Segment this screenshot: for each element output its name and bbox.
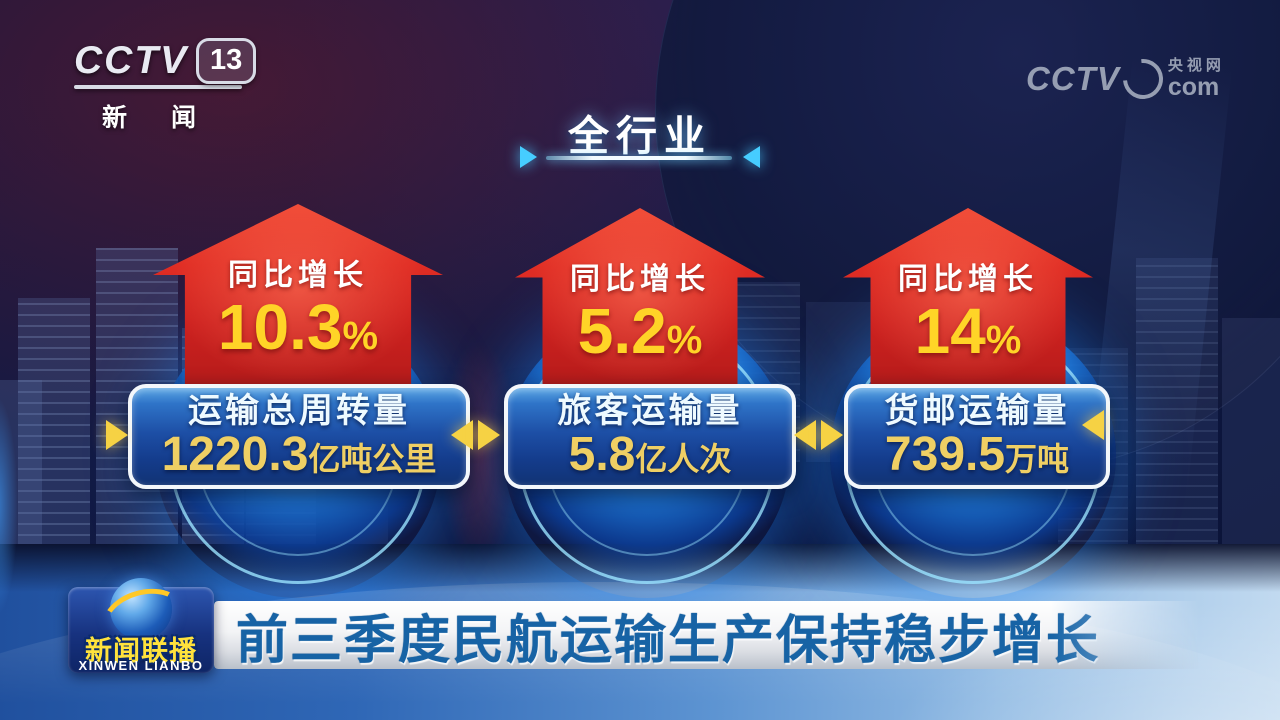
yellow-triangle-icon	[1082, 410, 1104, 440]
cctv-com-watermark: CCTV 央视网 com	[1026, 50, 1225, 108]
watermark-site-com: com	[1167, 72, 1220, 101]
globe-icon	[110, 578, 172, 640]
stat-value-row: 5.8亿人次	[568, 427, 732, 481]
channel-name: 新闻	[102, 104, 241, 132]
cctv13-logo: CCTV 13 新闻	[74, 38, 257, 134]
yellow-triangle-icon	[106, 420, 128, 450]
percent-sign: %	[985, 318, 1022, 362]
skyline-silhouette	[18, 298, 90, 558]
growth-value: 5.2%	[577, 295, 703, 367]
yellow-triangle-icon	[821, 420, 843, 450]
growth-arrow: 同比增长 10.3%	[153, 204, 443, 396]
growth-label: 同比增长	[570, 263, 710, 296]
stat-pill: 货邮运输量 739.5万吨	[844, 384, 1110, 489]
stat-metric: 运输总周转量	[188, 392, 410, 431]
watermark-site-cn: 央视网	[1167, 57, 1225, 74]
percent-sign: %	[342, 314, 379, 358]
channel-number-badge: 13	[196, 38, 257, 84]
watermark-cctv-text: CCTV	[1026, 60, 1120, 97]
watermark-swirl-icon	[1114, 50, 1172, 108]
section-title: 全行业	[500, 102, 780, 168]
title-underline	[546, 156, 732, 160]
growth-value: 14%	[914, 295, 1022, 367]
stat-pill: 旅客运输量 5.8亿人次	[504, 384, 796, 489]
stat-metric: 货邮运输量	[884, 392, 1070, 431]
edge-glow	[0, 396, 18, 616]
percent-sign: %	[666, 318, 703, 362]
stat-unit: 亿人次	[635, 440, 732, 477]
stat-value-row: 739.5万吨	[884, 427, 1070, 481]
stat-pill: 运输总周转量 1220.3亿吨公里	[128, 384, 470, 489]
cctv-wordmark: CCTV	[74, 39, 189, 82]
growth-label: 同比增长	[898, 263, 1038, 296]
cyan-triangle-icon	[743, 146, 760, 168]
cyan-triangle-icon	[520, 146, 537, 168]
yellow-triangle-icon	[451, 420, 473, 450]
growth-label: 同比增长	[228, 259, 368, 292]
headline-bar: 前三季度民航运输生产保持稳步增长	[214, 601, 1210, 670]
skyline-silhouette	[1136, 258, 1218, 553]
stat-value: 1220.3	[161, 427, 309, 481]
stat-unit: 亿吨公里	[308, 440, 437, 477]
stat-metric: 旅客运输量	[557, 392, 743, 431]
xinwen-lianbo-logo: 新闻联播 XINWEN LIANBO	[68, 578, 214, 673]
stat-unit: 万吨	[1005, 440, 1070, 477]
logo-underline	[74, 85, 242, 89]
yellow-triangle-icon	[794, 420, 816, 450]
skyline-silhouette	[1222, 318, 1280, 553]
stat-value: 5.8	[568, 427, 636, 481]
stat-value: 739.5	[884, 427, 1006, 481]
program-name-en: XINWEN LIANBO	[78, 658, 204, 673]
yellow-triangle-icon	[478, 420, 500, 450]
growth-value: 10.3%	[217, 291, 379, 363]
headline-text: 前三季度民航运输生产保持稳步增长	[236, 611, 1101, 670]
stat-value-row: 1220.3亿吨公里	[161, 427, 437, 481]
section-title-text: 全行业	[568, 113, 712, 159]
program-name-cn: 新闻联播	[85, 636, 197, 666]
